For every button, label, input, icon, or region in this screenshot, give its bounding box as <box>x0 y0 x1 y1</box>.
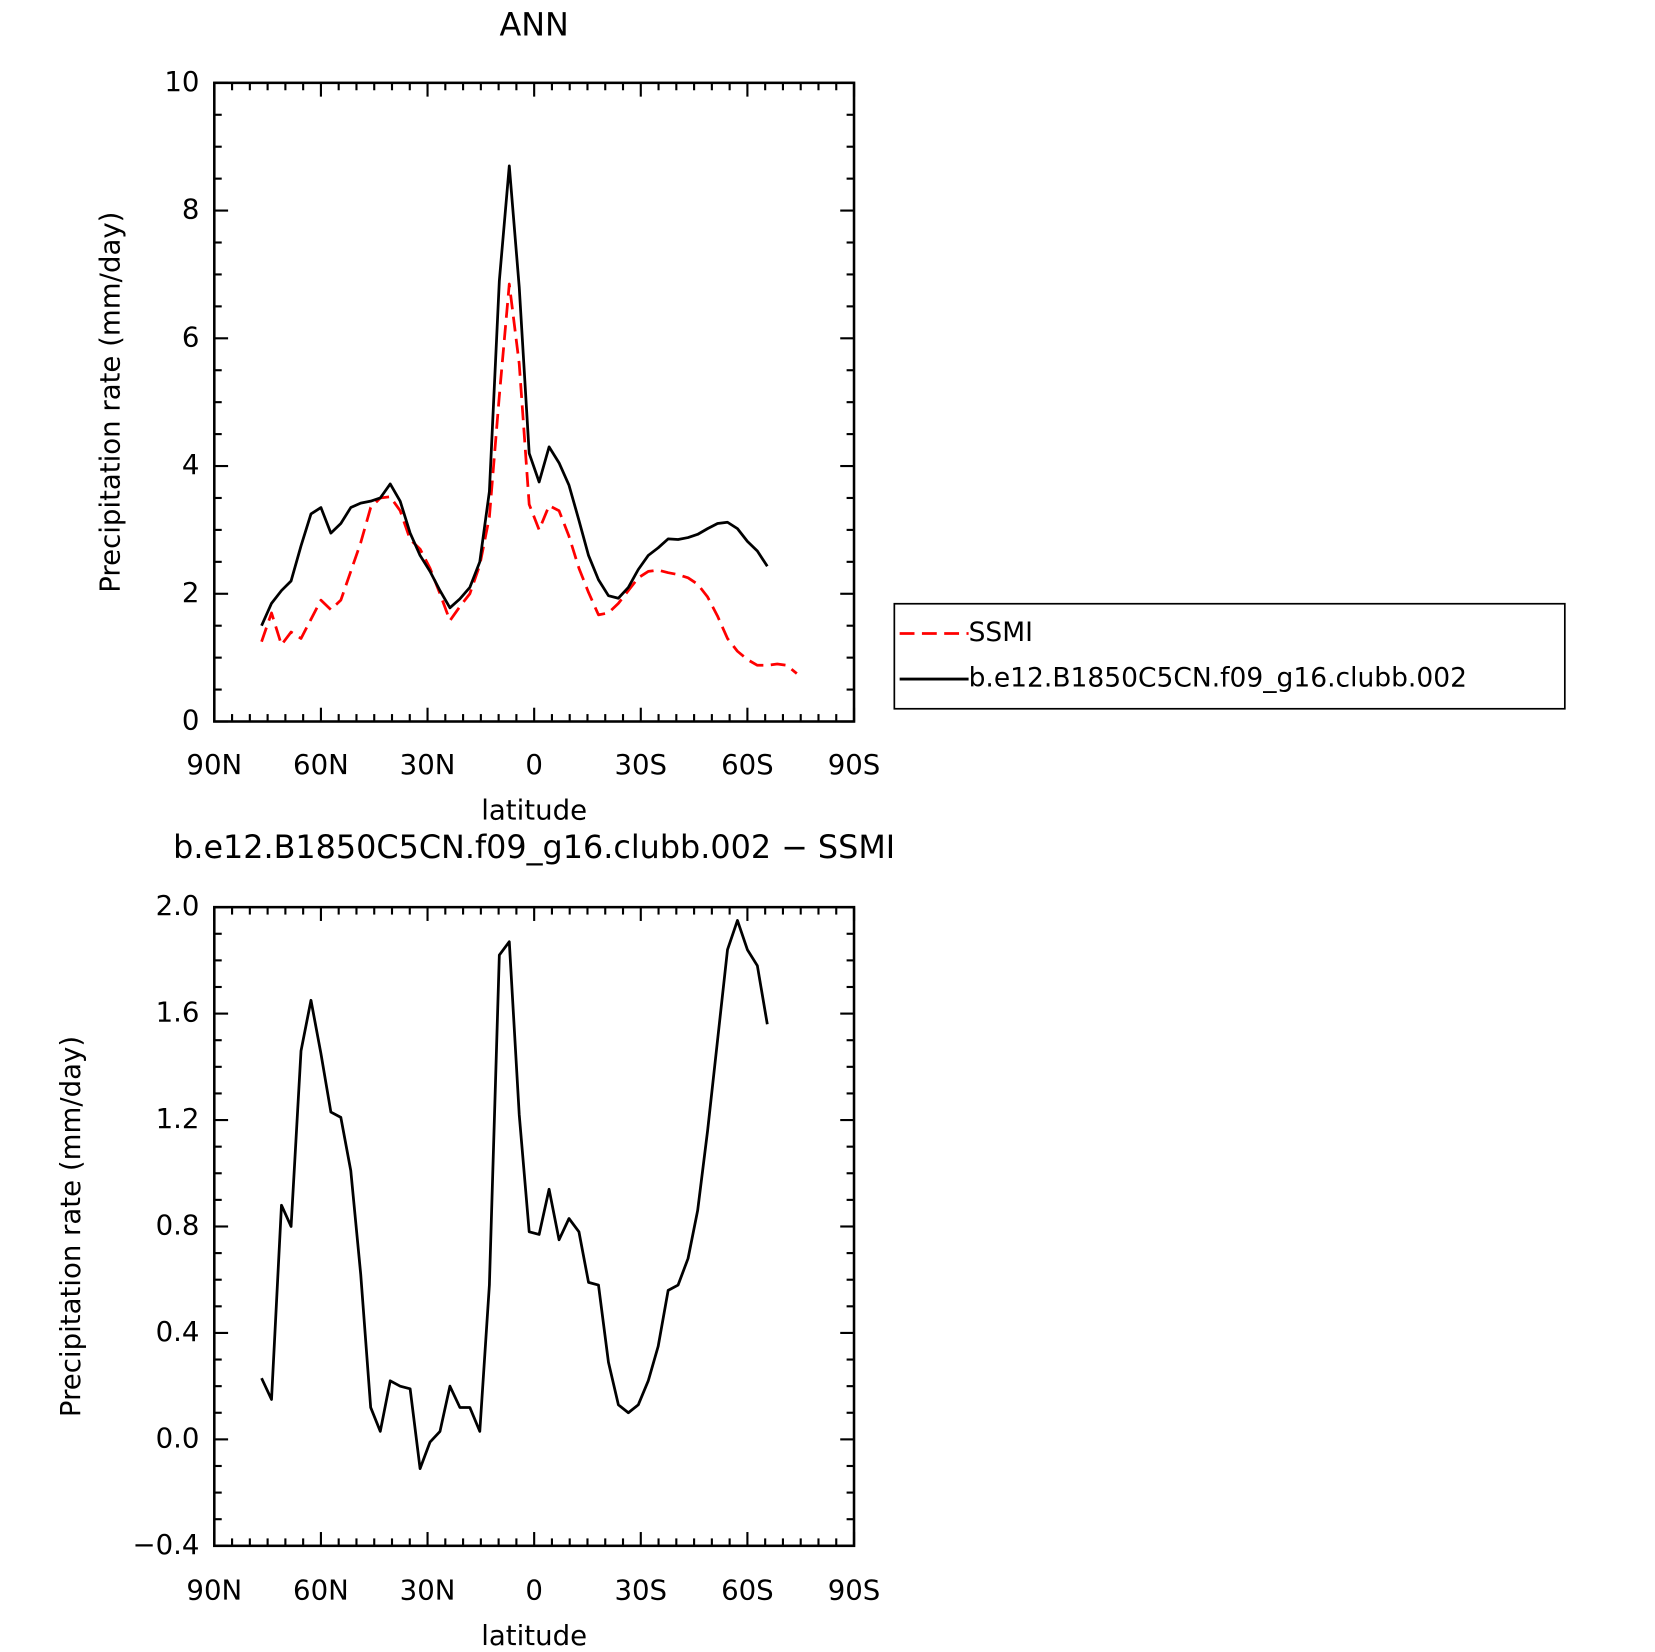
chart-title: b.e12.B1850C5CN.f09_g16.clubb.002 − SSMI <box>173 828 895 866</box>
y-tick-label: 1.6 <box>156 996 200 1029</box>
data-line <box>260 164 769 627</box>
legend-label: SSMI <box>969 617 1033 648</box>
x-tick-label: 60N <box>293 1573 349 1606</box>
legend-box <box>893 602 1566 710</box>
y-axis-label: Precipitation rate (mm/day) <box>54 1036 87 1417</box>
chart-title: ANN <box>499 6 568 44</box>
y-tick-label: 8 <box>182 193 200 226</box>
y-tick-label: 1.2 <box>156 1102 200 1135</box>
y-tick-label: 6 <box>182 320 200 353</box>
data-line <box>260 919 769 1471</box>
y-tick-label: 2.0 <box>156 889 200 922</box>
y-axis-label: Precipitation rate (mm/day) <box>93 212 126 593</box>
x-tick-label: 30S <box>614 748 667 781</box>
y-tick-label: 0.4 <box>156 1315 200 1348</box>
y-tick-label: 2 <box>182 576 200 609</box>
x-tick-label: 60S <box>721 1573 774 1606</box>
x-tick-label: 30N <box>400 1573 456 1606</box>
legend: SSMI b.e12.B1850C5CN.f09_g16.clubb.002 <box>893 602 1566 710</box>
x-tick-label: 90N <box>186 1573 242 1606</box>
x-tick-label: 0 <box>525 748 543 781</box>
legend-label: b.e12.B1850C5CN.f09_g16.clubb.002 <box>969 663 1467 694</box>
y-tick-label: 4 <box>182 448 200 481</box>
x-tick-label: 90S <box>828 748 881 781</box>
x-tick-label: 60S <box>721 748 774 781</box>
x-tick-label: 90S <box>828 1573 881 1606</box>
x-tick-label: 0 <box>525 1573 543 1606</box>
plot-frame <box>213 81 856 723</box>
x-axis-label: latitude <box>481 794 587 827</box>
y-tick-label: −0.4 <box>132 1528 199 1561</box>
y-tick-label: 10 <box>164 65 199 98</box>
y-tick-label: 0.0 <box>156 1421 200 1454</box>
x-tick-label: 60N <box>293 748 349 781</box>
x-axis-label: latitude <box>481 1619 587 1652</box>
x-tick-label: 30N <box>400 748 456 781</box>
data-line <box>260 282 798 675</box>
y-tick-label: 0.8 <box>156 1208 200 1241</box>
x-tick-label: 90N <box>186 748 242 781</box>
x-tick-label: 30S <box>614 1573 667 1606</box>
y-tick-label: 0 <box>182 704 200 737</box>
